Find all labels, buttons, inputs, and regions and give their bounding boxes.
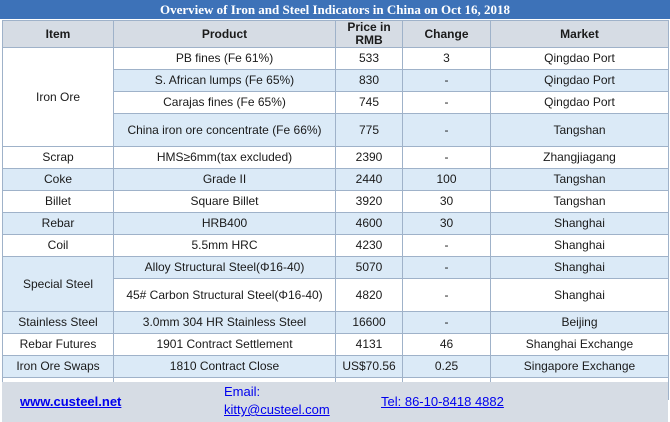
table-row: China iron ore concentrate (Fe 66%) 775 … <box>3 113 669 147</box>
table-row: Carajas fines (Fe 65%) 745 - Qingdao Por… <box>3 91 669 114</box>
product-cell: Carajas fines (Fe 65%) <box>113 91 336 114</box>
table-row: Coil 5.5mm HRC 4230 - Shanghai <box>2 234 669 257</box>
price-cell: 4820 <box>335 278 403 312</box>
market-cell: Shanghai <box>490 278 669 312</box>
website-link[interactable]: www.custeel.net <box>20 394 122 409</box>
product-cell: 3.0mm 304 HR Stainless Steel <box>113 311 336 334</box>
header-price: Price in RMB <box>335 20 403 48</box>
item-cell: Iron Ore <box>2 47 114 147</box>
price-cell: 745 <box>335 91 403 114</box>
product-cell: S. African lumps (Fe 65%) <box>113 69 336 92</box>
market-cell: Shanghai Exchange <box>490 333 669 356</box>
table-row: Rebar Futures 1901 Contract Settlement 4… <box>2 333 669 356</box>
price-cell: 5070 <box>335 256 403 279</box>
change-cell: - <box>402 256 491 279</box>
change-cell: - <box>402 146 491 169</box>
product-cell: PB fines (Fe 61%) <box>113 47 336 70</box>
item-cell: Billet <box>2 190 114 213</box>
table-row: Scrap HMS≥6mm(tax excluded) 2390 - Zhang… <box>2 146 669 169</box>
market-cell: Shanghai <box>490 256 669 279</box>
product-cell: 5.5mm HRC <box>113 234 336 257</box>
item-cell: Coil <box>2 234 114 257</box>
table-row: Coke Grade II 2440 100 Tangshan <box>2 168 669 191</box>
item-cell: Iron Ore Swaps <box>2 355 114 378</box>
change-cell: - <box>402 278 491 312</box>
table-row: Iron Ore Swaps 1810 Contract Close US$70… <box>2 355 669 378</box>
price-cell: 4600 <box>335 212 403 235</box>
market-cell: Shanghai <box>490 234 669 257</box>
email-label: Email: <box>224 384 261 399</box>
change-cell: - <box>402 234 491 257</box>
market-cell: Tangshan <box>490 190 669 213</box>
product-cell: 45# Carbon Structural Steel(Φ16-40) <box>113 278 336 312</box>
price-cell: 2390 <box>335 146 403 169</box>
item-cell: Scrap <box>2 146 114 169</box>
change-cell: - <box>402 69 491 92</box>
change-cell: 46 <box>402 333 491 356</box>
sheet-title: Overview of Iron and Steel Indicators in… <box>0 0 670 19</box>
table-row: Iron Ore PB fines (Fe 61%) 533 3 Qingdao… <box>2 47 669 147</box>
table-row: Stainless Steel 3.0mm 304 HR Stainless S… <box>2 311 669 334</box>
product-cell: China iron ore concentrate (Fe 66%) <box>113 113 336 147</box>
product-cell: Square Billet <box>113 190 336 213</box>
market-cell: Qingdao Port <box>490 91 669 114</box>
market-cell: Qingdao Port <box>490 69 669 92</box>
email-link[interactable]: kitty@custeel.com <box>224 402 330 417</box>
change-cell: 30 <box>402 190 491 213</box>
product-cell: 1901 Contract Settlement <box>113 333 336 356</box>
tel-link[interactable]: Tel: 86-10-8418 4882 <box>381 394 504 409</box>
price-cell: 2440 <box>335 168 403 191</box>
change-cell: 3 <box>402 47 491 70</box>
market-cell: Tangshan <box>490 113 669 147</box>
product-cell: HRB400 <box>113 212 336 235</box>
product-cell: Alloy Structural Steel(Φ16-40) <box>113 256 336 279</box>
change-cell: 30 <box>402 212 491 235</box>
item-cell: Special Steel <box>2 256 114 312</box>
market-cell: Tangshan <box>490 168 669 191</box>
price-cell: US$70.56 <box>335 355 403 378</box>
market-cell: Beijing <box>490 311 669 334</box>
header-item: Item <box>2 20 114 48</box>
contact-footer: www.custeel.net Email: kitty@custeel.com… <box>2 382 668 422</box>
price-cell: 775 <box>335 113 403 147</box>
price-cell: 533 <box>335 47 403 70</box>
price-cell: 4131 <box>335 333 403 356</box>
item-cell: Stainless Steel <box>2 311 114 334</box>
market-cell: Shanghai <box>490 212 669 235</box>
price-cell: 16600 <box>335 311 403 334</box>
market-cell: Zhangjiagang <box>490 146 669 169</box>
product-cell: 1810 Contract Close <box>113 355 336 378</box>
change-cell: - <box>402 91 491 114</box>
change-cell: 100 <box>402 168 491 191</box>
header-change: Change <box>402 20 491 48</box>
price-cell: 830 <box>335 69 403 92</box>
indicator-table: Item Product Price in RMB Change Market … <box>2 20 669 400</box>
table-row: Billet Square Billet 3920 30 Tangshan <box>2 190 669 213</box>
change-cell: - <box>402 311 491 334</box>
change-cell: 0.25 <box>402 355 491 378</box>
item-cell: Rebar <box>2 212 114 235</box>
item-cell: Coke <box>2 168 114 191</box>
product-cell: Grade II <box>113 168 336 191</box>
price-cell: 3920 <box>335 190 403 213</box>
change-cell: - <box>402 113 491 147</box>
header-market: Market <box>490 20 669 48</box>
market-cell: Singapore Exchange <box>490 355 669 378</box>
item-cell: Rebar Futures <box>2 333 114 356</box>
market-cell: Qingdao Port <box>490 47 669 70</box>
header-product: Product <box>113 20 336 48</box>
table-row: 45# Carbon Structural Steel(Φ16-40) 4820… <box>3 278 669 312</box>
header-row: Item Product Price in RMB Change Market <box>2 20 669 48</box>
product-cell: HMS≥6mm(tax excluded) <box>113 146 336 169</box>
table-row: S. African lumps (Fe 65%) 830 - Qingdao … <box>3 69 669 92</box>
price-cell: 4230 <box>335 234 403 257</box>
table-row: Special Steel Alloy Structural Steel(Φ16… <box>2 256 669 312</box>
table-row: Rebar HRB400 4600 30 Shanghai <box>2 212 669 235</box>
